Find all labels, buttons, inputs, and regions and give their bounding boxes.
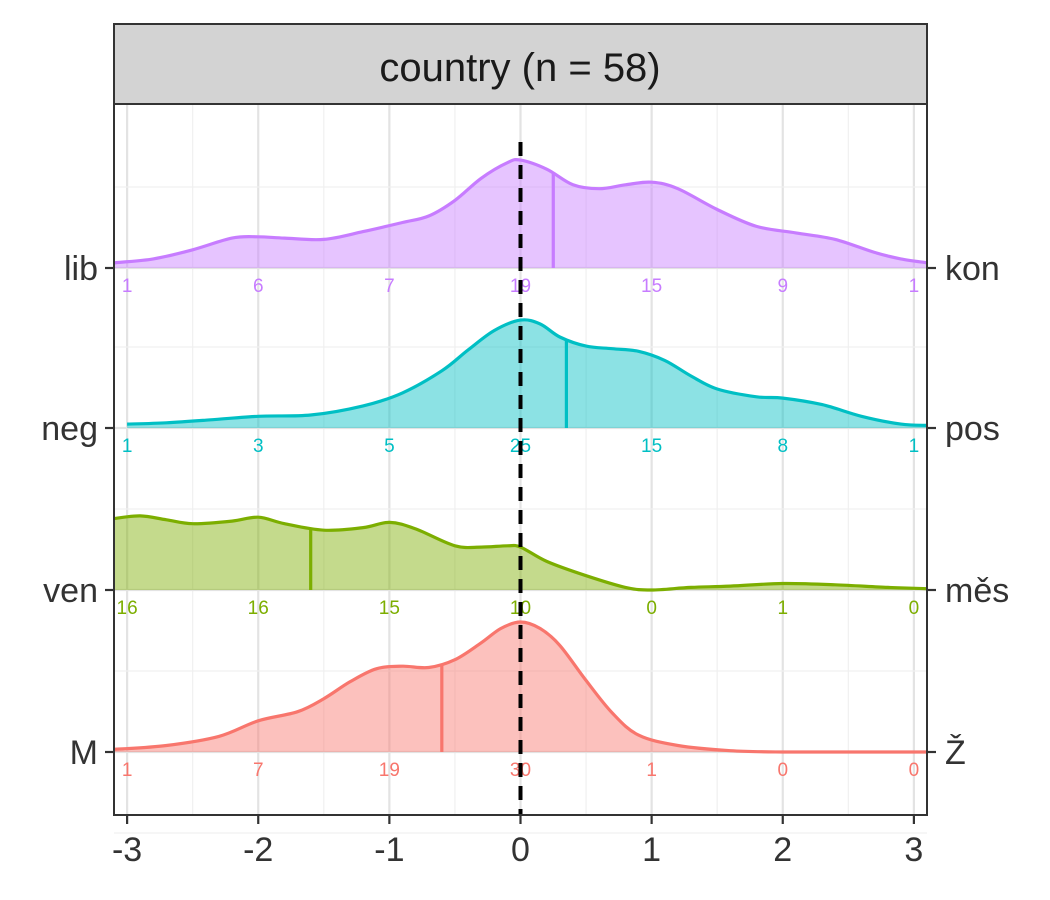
count-label-M: 1	[122, 760, 133, 781]
count-label-neg: 1	[909, 436, 920, 457]
facet-title: country (n = 58)	[379, 46, 660, 90]
y-tick-label-right: Ž	[945, 734, 966, 772]
count-label-ven: 16	[117, 598, 138, 619]
density-line-neg	[127, 318, 928, 427]
count-label-ven: 1	[777, 598, 788, 619]
grid-layer	[114, 104, 927, 834]
count-label-M: 0	[777, 760, 788, 781]
count-label-M: 1	[646, 760, 657, 781]
x-axis: -3 -2 -1 0 1 2 3	[112, 815, 923, 869]
y-tick-label-right: měs	[945, 572, 1009, 610]
means-layer	[309, 173, 568, 752]
y-tick-label-left: neg	[41, 410, 98, 448]
y-tick-label-left: ven	[43, 572, 98, 610]
facet-strip-background	[113, 23, 928, 105]
x-tick-label: 1	[642, 831, 661, 869]
density-line-ven	[113, 514, 928, 592]
y-tick-label-left: M	[70, 734, 98, 772]
count-label-lib: 7	[384, 276, 395, 297]
count-label-neg: 15	[641, 436, 662, 457]
count-label-neg: 5	[384, 436, 395, 457]
count-label-ven: 0	[909, 598, 920, 619]
count-label-ven: 0	[646, 598, 657, 619]
density-line-M	[113, 620, 927, 754]
y-tick-label-right: pos	[945, 410, 1000, 448]
y-tick-label-right: kon	[945, 250, 1000, 288]
count-label-ven: 15	[379, 598, 400, 619]
density-area-ven	[114, 515, 927, 590]
count-label-ven: 16	[248, 598, 269, 619]
count-label-neg: 1	[122, 436, 133, 457]
x-tick-label: 0	[511, 831, 530, 869]
density-line-lib	[113, 158, 928, 265]
count-label-neg: 3	[253, 436, 264, 457]
count-label-neg: 8	[777, 436, 788, 457]
x-tick-label: -3	[112, 831, 142, 869]
x-tick-label: 2	[773, 831, 792, 869]
facet-strip: country (n = 58)	[113, 23, 928, 105]
count-label-lib: 15	[641, 276, 662, 297]
y-tick-label-left: lib	[64, 250, 98, 288]
x-tick-label: -2	[243, 831, 273, 869]
x-tick-label: 3	[904, 831, 923, 869]
count-label-M: 7	[253, 760, 264, 781]
count-label-lib: 6	[253, 276, 264, 297]
density-area-neg	[127, 319, 928, 428]
x-tick-label: -1	[374, 831, 404, 869]
count-label-lib: 1	[122, 276, 133, 297]
count-label-M: 0	[909, 760, 920, 781]
count-label-lib: 9	[777, 276, 788, 297]
density-area-M	[114, 622, 927, 753]
count-label-M: 19	[379, 760, 400, 781]
count-label-lib: 1	[909, 276, 920, 297]
